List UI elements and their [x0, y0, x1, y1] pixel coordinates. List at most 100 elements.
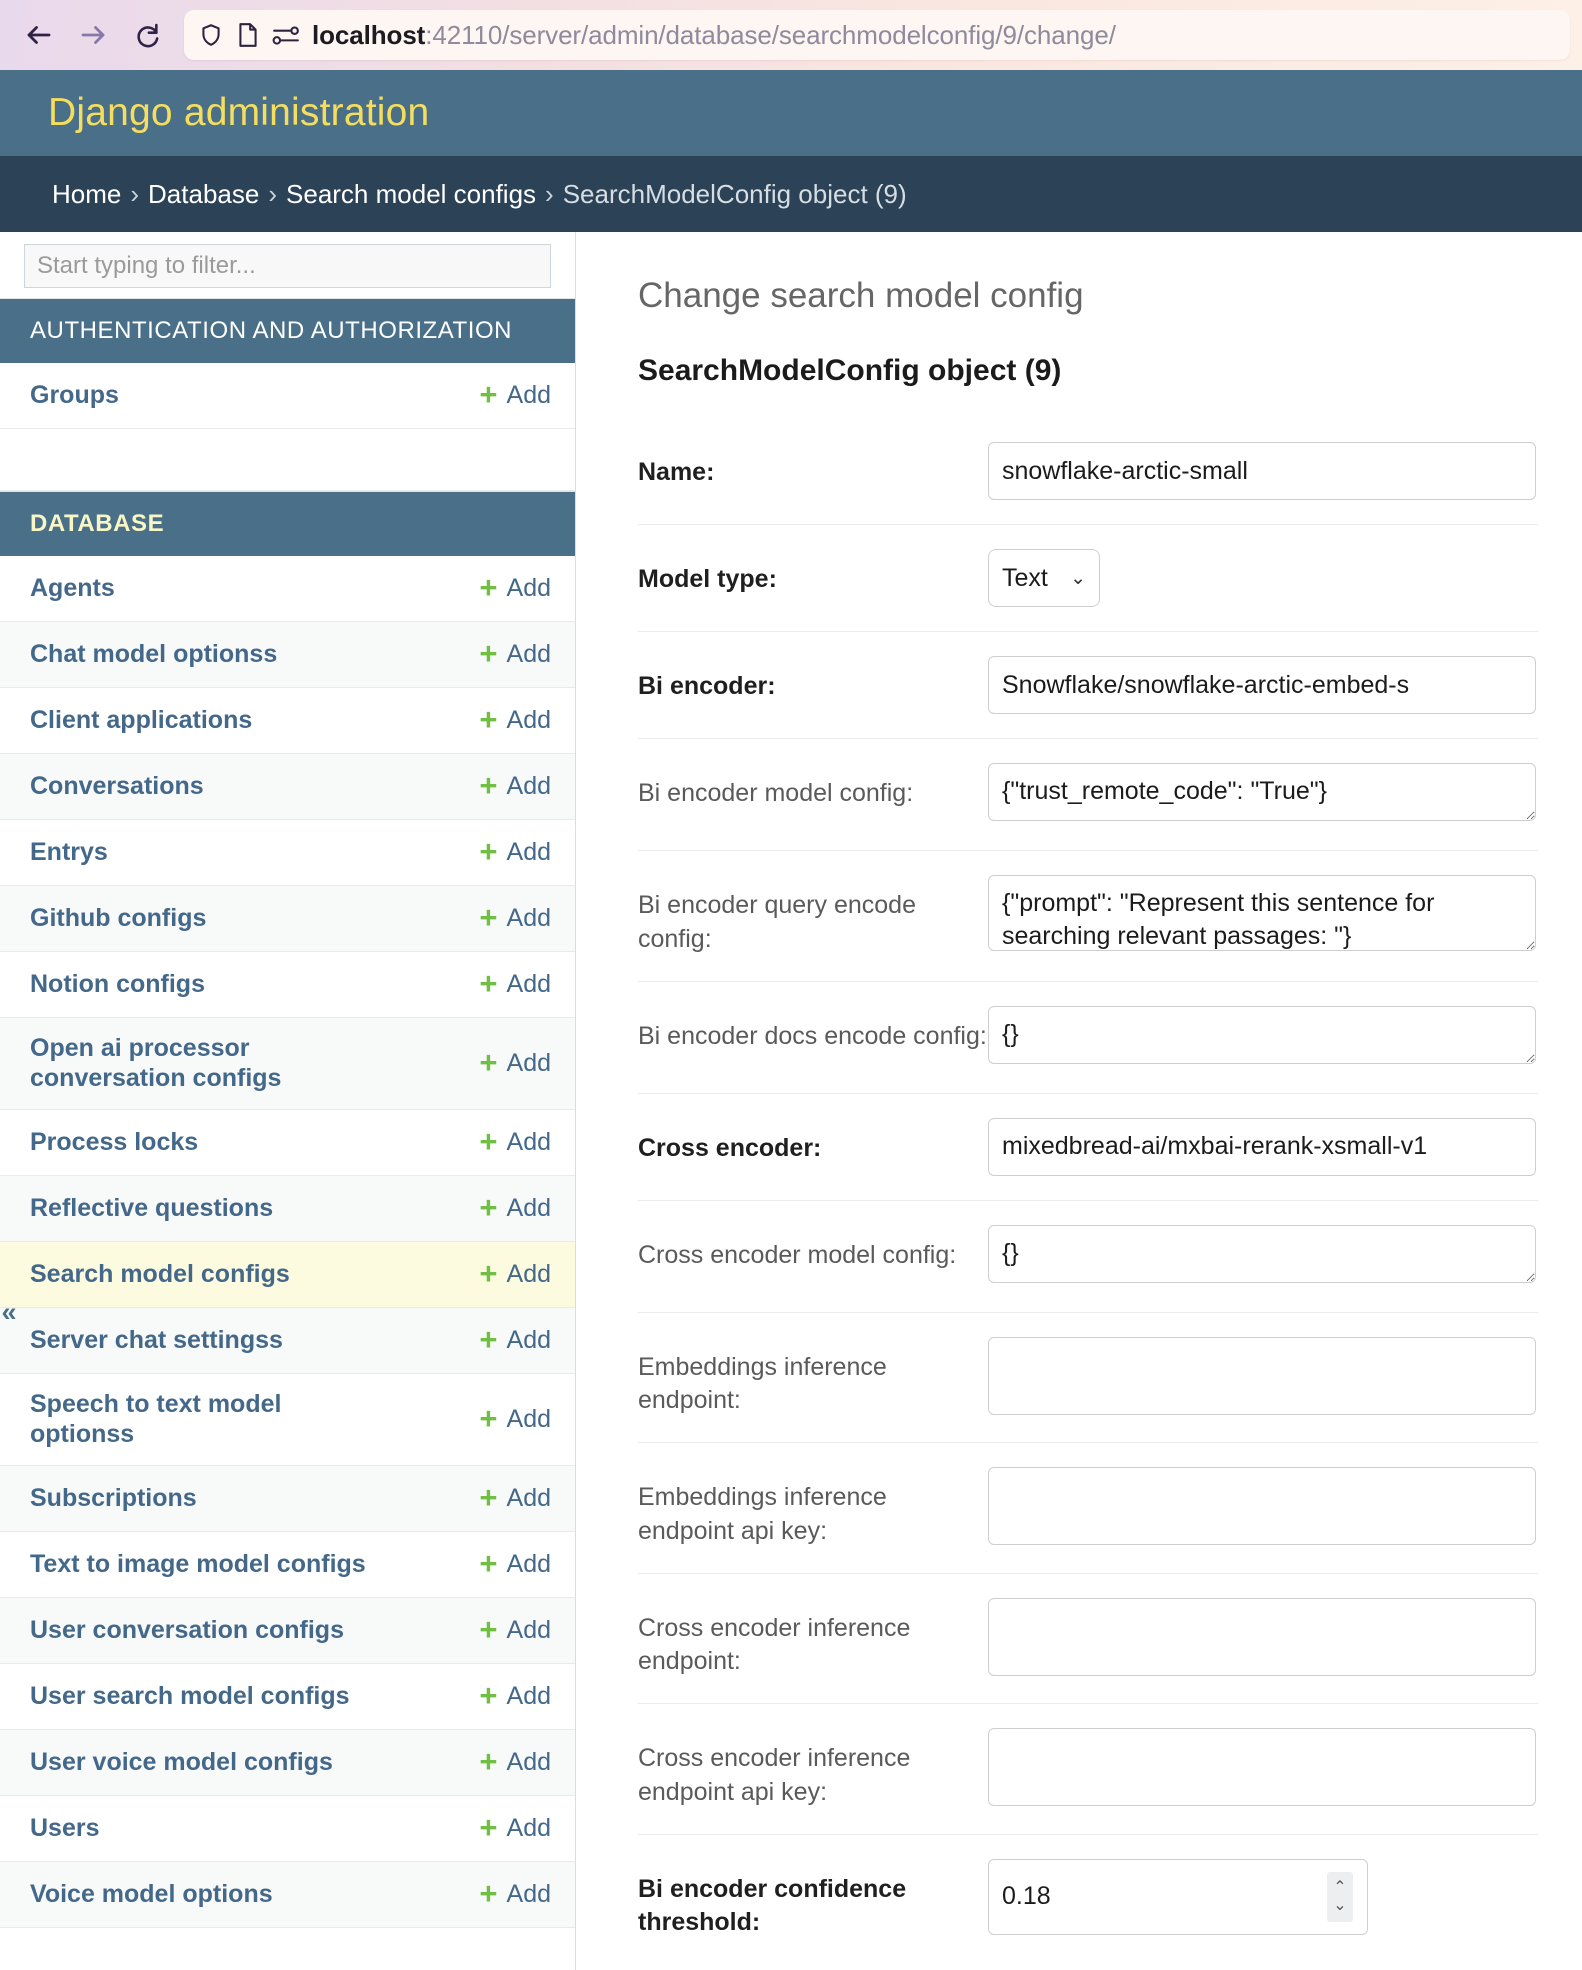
add-search-model-configs-link[interactable]: + Add	[479, 1258, 551, 1289]
sidebar-item-github-configs[interactable]: Github configs + Add	[0, 886, 575, 952]
sidebar-item-search-model-configs[interactable]: Search model configs + Add	[0, 1242, 575, 1308]
sidebar-item-text-to-image-model-configs[interactable]: Text to image model configs + Add	[0, 1532, 575, 1598]
add-voice-model-options-link[interactable]: + Add	[479, 1878, 551, 1909]
input-bi-encoder[interactable]	[988, 656, 1536, 714]
breadcrumb-item-database[interactable]: Database	[148, 178, 260, 209]
breadcrumb-item-home[interactable]: Home	[52, 178, 122, 209]
sidebar-item-label[interactable]: Server chat settingss	[30, 1325, 283, 1354]
sidebar-collapse-icon[interactable]: «	[1, 1296, 17, 1327]
forward-arrow-icon[interactable]	[66, 8, 120, 62]
sidebar-item-reflective-questions[interactable]: Reflective questions + Add	[0, 1176, 575, 1242]
sidebar-item-speech-to-text-model-optionss[interactable]: Speech to text model optionss + Add	[0, 1374, 575, 1466]
add-reflective-questions-link[interactable]: + Add	[479, 1192, 551, 1223]
add-label: Add	[506, 970, 551, 998]
form-row-bi-encoder: Bi encoder:	[638, 631, 1538, 738]
add-subscriptions-link[interactable]: + Add	[479, 1482, 551, 1513]
sidebar-item-groups[interactable]: Groups + Add	[0, 363, 575, 429]
input-embeddings-inference-endpoint-api-key[interactable]	[988, 1467, 1536, 1545]
add-user-conversation-configs-link[interactable]: + Add	[479, 1614, 551, 1645]
add-notion-configs-link[interactable]: + Add	[479, 968, 551, 999]
input-cross-encoder-inference-endpoint-api-key[interactable]	[988, 1728, 1536, 1806]
stepper-down-icon[interactable]: ⌄	[1333, 1896, 1347, 1914]
sidebar-item-label[interactable]: User conversation configs	[30, 1615, 344, 1644]
add-client-applications-link[interactable]: + Add	[479, 704, 551, 735]
sidebar-item-label[interactable]: User search model configs	[30, 1681, 350, 1710]
sidebar-item-label[interactable]: Voice model options	[30, 1879, 273, 1908]
sidebar-item-voice-model-options[interactable]: Voice model options + Add	[0, 1862, 575, 1928]
site-title[interactable]: Django administration	[48, 91, 430, 134]
add-label: Add	[506, 1748, 551, 1776]
sidebar-item-user-search-model-configs[interactable]: User search model configs + Add	[0, 1664, 575, 1730]
add-process-locks-link[interactable]: + Add	[479, 1126, 551, 1157]
textarea-bi-encoder-query-encode-config[interactable]	[988, 875, 1536, 951]
number-stepper[interactable]: ⌃ ⌄	[1327, 1871, 1353, 1922]
sidebar-item-user-voice-model-configs[interactable]: User voice model configs + Add	[0, 1730, 575, 1796]
textarea-bi-encoder-docs-encode-config[interactable]	[988, 1005, 1536, 1064]
sidebar-item-label[interactable]: Groups	[30, 380, 119, 409]
sidebar-item-label[interactable]: Open ai processor conversation configs	[30, 1034, 282, 1092]
select-model-type[interactable]: Text ⌄	[988, 549, 1100, 607]
sidebar-item-label[interactable]: Search model configs	[30, 1259, 290, 1288]
permissions-sliders-icon[interactable]	[272, 23, 300, 47]
shield-icon[interactable]	[198, 22, 224, 48]
add-text-to-image-model-configs-link[interactable]: + Add	[479, 1548, 551, 1579]
input-name[interactable]	[988, 442, 1536, 500]
sidebar-item-user-conversation-configs[interactable]: User conversation configs + Add	[0, 1598, 575, 1664]
field-control-cross-encoder-inference-endpoint-api-key	[988, 1728, 1538, 1806]
add-entrys-link[interactable]: + Add	[479, 836, 551, 867]
reload-icon[interactable]	[120, 8, 174, 62]
sidebar-app-header-authentication-and-authorization[interactable]: AUTHENTICATION AND AUTHORIZATION	[0, 299, 575, 363]
add-speech-to-text-model-optionss-link[interactable]: + Add	[479, 1403, 551, 1434]
sidebar-item-conversations[interactable]: Conversations + Add	[0, 754, 575, 820]
number-input-bi-encoder-confidence-threshold[interactable]: 0.18 ⌃ ⌄	[988, 1858, 1368, 1935]
back-arrow-icon[interactable]	[12, 8, 66, 62]
sidebar-item-process-locks[interactable]: Process locks + Add	[0, 1110, 575, 1176]
textarea-cross-encoder-model-config[interactable]	[988, 1224, 1536, 1283]
sidebar-group-spacer	[0, 429, 575, 491]
sidebar-item-label[interactable]: Chat model optionss	[30, 639, 278, 668]
add-server-chat-settingss-link[interactable]: + Add	[479, 1324, 551, 1355]
input-cross-encoder[interactable]	[988, 1117, 1536, 1176]
breadcrumb-item-search-model-configs[interactable]: Search model configs	[286, 178, 537, 209]
sidebar-item-label[interactable]: Github configs	[30, 903, 207, 932]
page-info-icon[interactable]	[236, 22, 260, 48]
add-user-voice-model-configs-link[interactable]: + Add	[479, 1746, 551, 1777]
sidebar-item-notion-configs[interactable]: Notion configs + Add	[0, 952, 575, 1018]
add-agents-link[interactable]: + Add	[479, 572, 551, 603]
sidebar-item-open-ai-processor-conversation-configs[interactable]: Open ai processor conversation configs + A…	[0, 1018, 575, 1110]
sidebar-filter-input[interactable]	[24, 244, 551, 288]
add-open-ai-processor-conversation-configs-link[interactable]: + Add	[479, 1047, 551, 1078]
sidebar-item-label[interactable]: Subscriptions	[30, 1483, 197, 1512]
add-chat-model-optionss-link[interactable]: + Add	[479, 638, 551, 669]
field-control-bi-encoder-query-encode-config	[988, 875, 1538, 956]
sidebar-item-agents[interactable]: Agents + Add	[0, 556, 575, 622]
sidebar-item-label[interactable]: Conversations	[30, 771, 204, 800]
add-github-configs-link[interactable]: + Add	[479, 902, 551, 933]
sidebar-item-server-chat-settingss[interactable]: Server chat settingss + Add	[0, 1308, 575, 1374]
sidebar-item-label[interactable]: User voice model configs	[30, 1747, 333, 1776]
input-cross-encoder-inference-endpoint[interactable]	[988, 1597, 1536, 1676]
sidebar-item-label[interactable]: Speech to text model optionss	[30, 1390, 282, 1448]
sidebar-item-label[interactable]: Reflective questions	[30, 1193, 274, 1222]
add-groups-link[interactable]: + Add	[479, 379, 551, 410]
textarea-bi-encoder-model-config[interactable]	[988, 763, 1536, 821]
sidebar-item-label[interactable]: Agents	[30, 573, 115, 602]
sidebar-item-label[interactable]: Notion configs	[30, 969, 205, 998]
input-embeddings-inference-endpoint[interactable]	[988, 1336, 1536, 1415]
sidebar-item-label[interactable]: Users	[30, 1813, 100, 1842]
sidebar-item-client-applications[interactable]: Client applications + Add	[0, 688, 575, 754]
sidebar-item-subscriptions[interactable]: Subscriptions + Add	[0, 1466, 575, 1532]
address-bar[interactable]: localhost:42110/server/admin/database/se…	[184, 10, 1570, 60]
sidebar-item-users[interactable]: Users + Add	[0, 1796, 575, 1862]
sidebar-item-label[interactable]: Entrys	[30, 837, 108, 866]
sidebar-item-label[interactable]: Process locks	[30, 1127, 199, 1156]
sidebar-item-label[interactable]: Text to image model configs	[30, 1549, 366, 1578]
sidebar-item-chat-model-optionss[interactable]: Chat model optionss + Add	[0, 622, 575, 688]
sidebar-item-entrys[interactable]: Entrys + Add	[0, 820, 575, 886]
add-conversations-link[interactable]: + Add	[479, 770, 551, 801]
stepper-up-icon[interactable]: ⌃	[1333, 1878, 1347, 1896]
sidebar-app-header-database[interactable]: DATABASE	[0, 492, 575, 556]
add-users-link[interactable]: + Add	[479, 1812, 551, 1843]
sidebar-item-label[interactable]: Client applications	[30, 705, 253, 734]
add-user-search-model-configs-link[interactable]: + Add	[479, 1680, 551, 1711]
